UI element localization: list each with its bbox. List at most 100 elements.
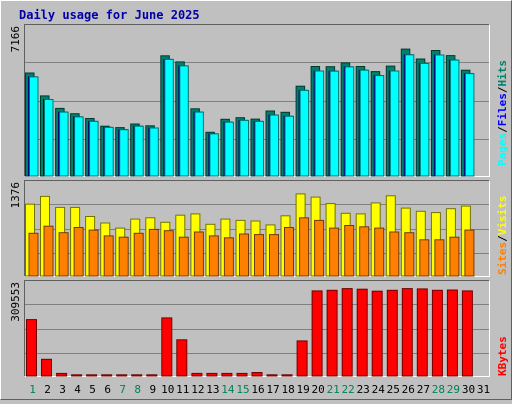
bar-kbytes-day-16 [251,372,263,377]
x-tick-label-day-2: 2 [44,383,51,396]
x-tick-label-day-23: 23 [357,383,370,396]
panel-edge-light [24,280,490,377]
bar-sites-day-14 [223,237,234,277]
x-tick-label-day-10: 10 [161,383,174,396]
y-max-label: 1376 [9,182,22,209]
bar-kbytes-day-24 [371,290,383,377]
bar-pages-day-14 [224,121,234,177]
x-tick-label-day-9: 9 [149,383,156,396]
bar-pages-day-3 [59,111,69,177]
bar-kbytes-day-23 [356,288,368,377]
bar-sites-day-18 [284,227,294,277]
bar-sites-day-16 [254,234,264,277]
bar-sites-day-15 [239,233,249,277]
bar-pages-day-6 [104,126,114,177]
legend-entry-pages: Pages [496,133,509,166]
bar-pages-day-5 [89,120,99,177]
bar-kbytes-day-11 [176,339,188,377]
bar-kbytes-day-22 [341,288,353,377]
legend-separator: / [496,86,509,93]
x-tick-label-day-29: 29 [447,383,460,396]
bar-sites-day-28 [434,239,445,277]
bar-sites-day-10 [163,230,174,277]
bar-sites-day-3 [58,232,69,277]
bar-pages-day-23 [359,69,370,177]
legend-entry-kbytes: KBytes [496,336,509,376]
x-tick-label-day-20: 20 [311,383,324,396]
bar-kbytes-day-5 [86,374,98,377]
bar-kbytes-day-6 [101,374,113,377]
bar-kbytes-day-2 [41,358,52,377]
bar-pages-day-12 [194,111,204,177]
bar-sites-day-23 [359,226,370,277]
bar-pages-day-20 [314,70,325,177]
bar-pages-day-19 [299,89,310,177]
x-tick-label-day-21: 21 [327,383,340,396]
legend-entry-sites: Sites [496,242,509,275]
bar-kbytes-day-26 [401,288,413,377]
bar-kbytes-day-14 [221,372,233,377]
x-tick-label-day-18: 18 [281,383,294,396]
x-tick-label-day-19: 19 [296,383,309,396]
bar-sites-day-8 [133,232,144,277]
bar-kbytes-day-21 [326,289,338,377]
bar-kbytes-day-20 [311,290,323,377]
bar-pages-day-24 [374,75,385,177]
bar-pages-day-17 [269,114,279,177]
x-tick-label-day-1: 1 [29,383,36,396]
bar-kbytes-day-8 [131,374,143,377]
bar-sites-day-20 [314,219,325,277]
legend-hits-files-pages: Pages/Files/Hits [496,60,509,166]
bar-pages-day-11 [179,65,189,177]
bar-kbytes-day-27 [416,288,428,377]
bar-kbytes-day-15 [236,372,248,377]
bar-sites-day-12 [193,231,204,277]
panel-edge-dark [24,280,490,377]
x-tick-label-day-7: 7 [119,383,126,396]
x-tick-label-day-12: 12 [191,383,204,396]
bar-pages-day-29 [449,59,460,177]
bar-sites-day-22 [344,225,355,277]
x-tick-label-day-4: 4 [74,383,81,396]
x-tick-label-day-3: 3 [59,383,66,396]
x-tick-label-day-25: 25 [387,383,400,396]
x-tick-label-day-22: 22 [342,383,355,396]
legend-visits-sites: Sites/Visits [496,196,509,276]
bar-sites-day-19 [299,217,310,277]
x-tick-label-day-27: 27 [417,383,430,396]
bar-pages-day-26 [404,54,415,177]
bar-pages-day-15 [239,119,249,177]
bar-sites-day-25 [389,231,400,277]
bar-sites-day-24 [374,227,385,277]
bar-pages-day-8 [134,125,144,177]
bar-sites-day-11 [178,236,189,277]
bar-pages-day-10 [164,58,174,177]
legend-kbytes: KBytes [496,336,509,376]
legend-entry-hits: Hits [496,60,509,87]
y-max-label: 309553 [9,282,22,322]
x-tick-label-day-28: 28 [432,383,445,396]
legend-separator: / [496,235,509,242]
bar-sites-day-17 [269,234,279,277]
y-max-label: 7166 [9,26,22,53]
bar-sites-day-4 [73,227,84,277]
x-tick-label-day-11: 11 [176,383,189,396]
bar-sites-day-6 [103,235,114,277]
panel-edge-dark [24,24,490,177]
bar-kbytes-day-19 [296,340,308,377]
bar-kbytes-day-30 [461,290,473,377]
bar-pages-day-9 [149,127,159,177]
bar-sites-day-29 [449,236,460,277]
bar-sites-day-9 [148,228,159,277]
bar-pages-day-18 [284,115,294,177]
bar-pages-day-21 [329,70,340,177]
panel-edge-dark [24,180,490,277]
bar-pages-day-25 [389,70,400,177]
x-tick-label-day-13: 13 [206,383,219,396]
bar-kbytes-day-13 [206,372,218,377]
panel-edge-light [24,24,490,177]
chart-title: Daily usage for June 2025 [19,8,200,22]
